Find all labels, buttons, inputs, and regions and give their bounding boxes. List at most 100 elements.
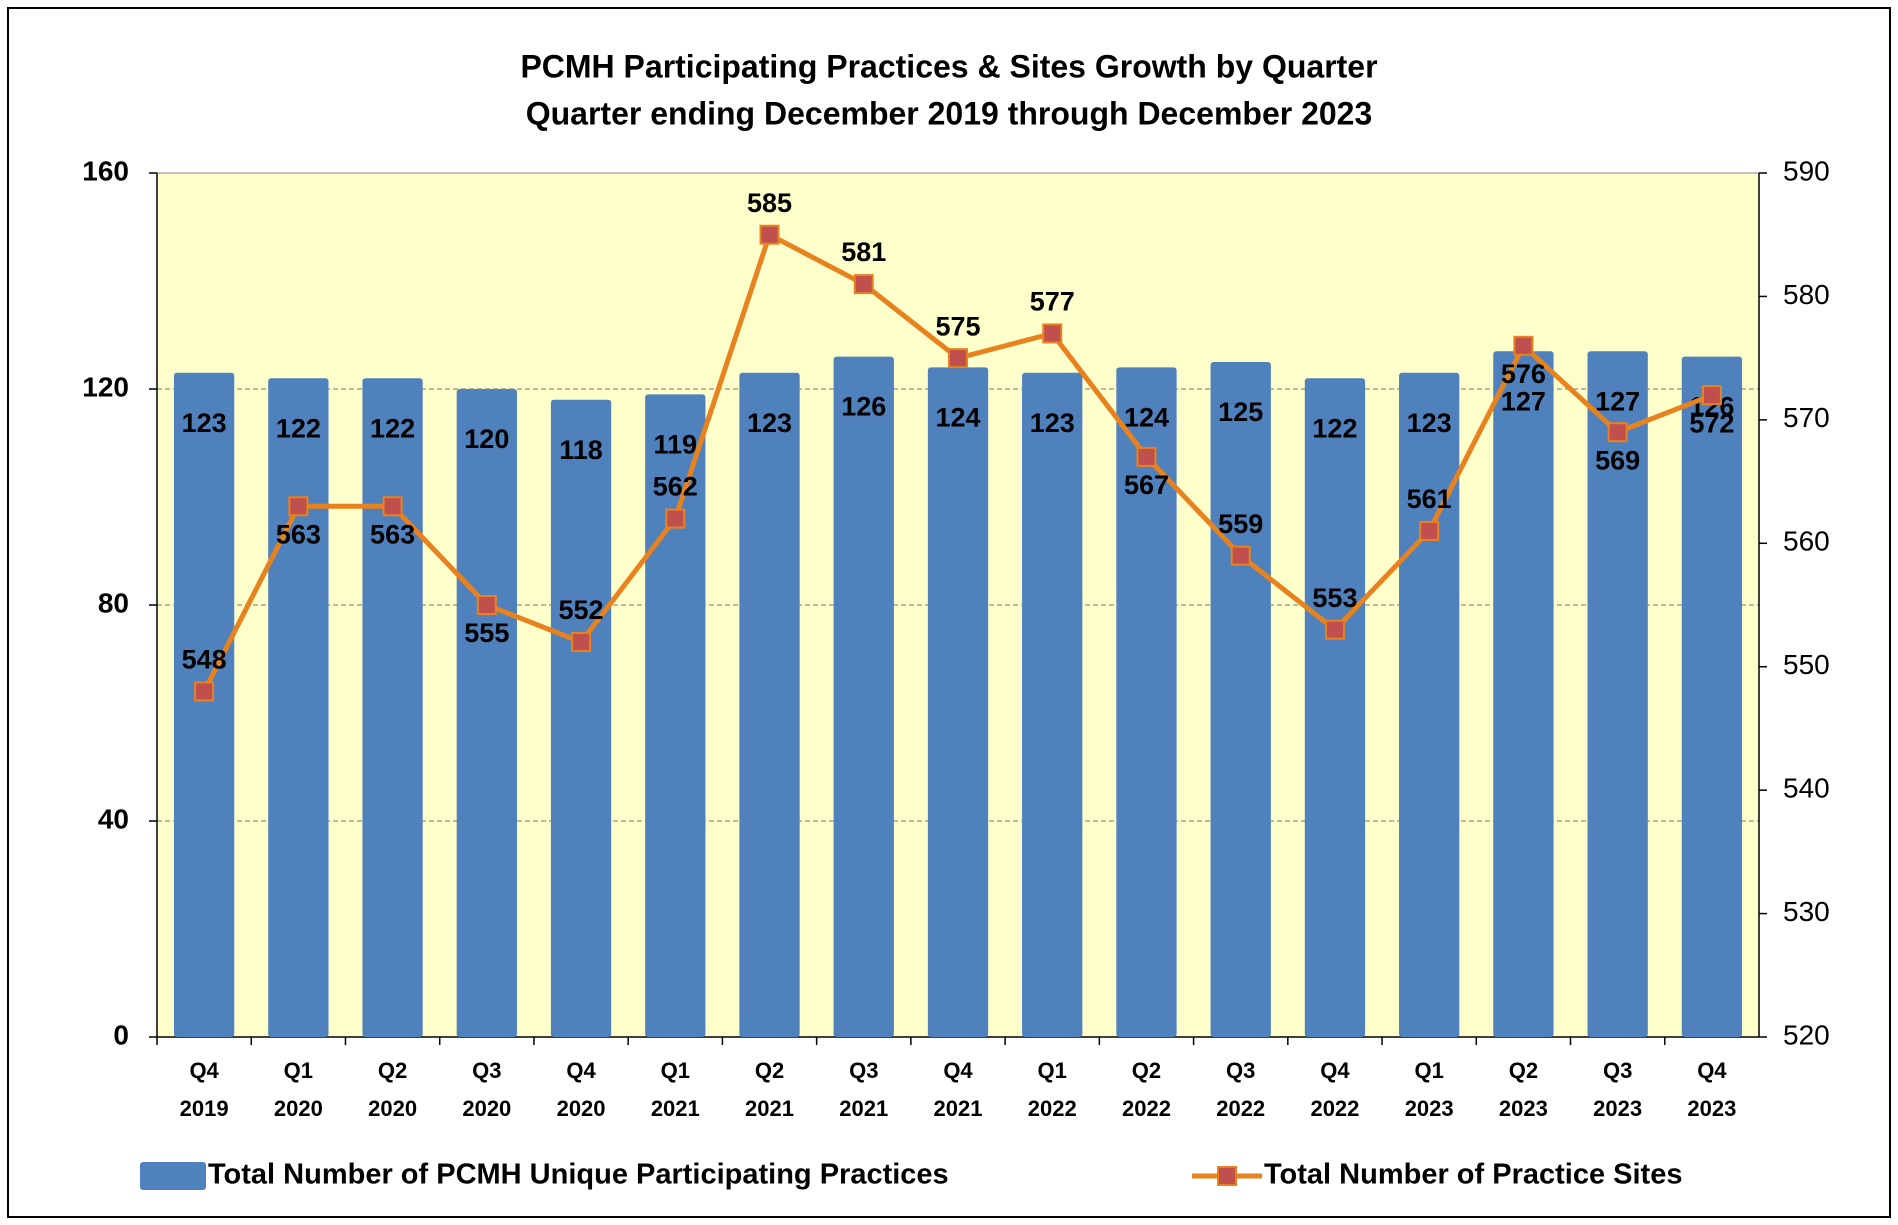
y2-tick-label: 590 — [1783, 155, 1830, 186]
bar — [1399, 372, 1460, 1037]
x-tick-label: Q1 2023 — [1405, 1058, 1454, 1121]
bar — [1304, 378, 1366, 1037]
bar — [645, 394, 706, 1037]
bar-value-label: 120 — [464, 424, 509, 454]
x-tick-label: Q4 2023 — [1687, 1058, 1736, 1121]
line-marker — [1136, 446, 1157, 467]
line-value-label: 561 — [1407, 484, 1452, 514]
line-value-label: 572 — [1689, 408, 1734, 438]
bar — [1210, 362, 1271, 1037]
x-tick-label: Q4 2019 — [180, 1058, 229, 1121]
line-marker — [1701, 385, 1722, 406]
y-tick-label: 80 — [98, 587, 129, 618]
line-value-label: 563 — [276, 519, 321, 549]
x-tick-label: Q1 2022 — [1028, 1058, 1077, 1121]
line-marker — [382, 496, 403, 517]
bar — [833, 356, 894, 1038]
line-value-label: 576 — [1501, 359, 1546, 389]
x-tick-label: Q3 2022 — [1216, 1058, 1265, 1121]
bar-value-label: 127 — [1595, 386, 1640, 416]
bar — [1587, 351, 1648, 1037]
line-value-label: 548 — [182, 645, 227, 675]
x-tick-label: Q3 2020 — [462, 1058, 511, 1121]
chart-title: PCMH Participating Practices & Sites Gro… — [520, 48, 1377, 84]
line-marker — [194, 681, 215, 702]
legend-label: Total Number of Practice Sites — [1264, 1159, 1682, 1191]
bar — [1022, 372, 1083, 1037]
line-value-label: 559 — [1218, 509, 1263, 539]
bar — [456, 389, 517, 1037]
y-tick-label: 120 — [82, 371, 129, 402]
x-tick-label: Q2 2020 — [368, 1058, 417, 1121]
line-value-label: 552 — [559, 595, 604, 625]
line-marker — [571, 632, 592, 653]
x-tick-label: Q3 2021 — [839, 1058, 888, 1121]
y2-tick-label: 580 — [1783, 279, 1830, 310]
bar — [927, 367, 989, 1037]
line-marker — [948, 348, 968, 369]
bar-value-label: 118 — [559, 435, 603, 465]
x-tick-label: Q4 2022 — [1310, 1058, 1359, 1121]
chart-subtitle: Quarter ending December 2019 through Dec… — [526, 95, 1373, 131]
y2-tick-label: 520 — [1783, 1019, 1830, 1050]
bar-value-label: 123 — [747, 408, 792, 438]
line-marker — [853, 274, 874, 295]
x-tick-label: Q2 2023 — [1499, 1058, 1548, 1121]
line-value-label: 555 — [464, 618, 509, 648]
bar-value-label: 126 — [841, 392, 886, 422]
bar — [173, 372, 235, 1037]
y2-tick-label: 530 — [1783, 896, 1830, 927]
x-tick-label: Q3 2023 — [1593, 1058, 1642, 1121]
bar — [362, 378, 423, 1037]
bar — [1116, 367, 1177, 1037]
y2-tick-label: 570 — [1783, 402, 1830, 433]
x-tick-label: Q4 2020 — [557, 1058, 606, 1121]
bar-value-label: 122 — [370, 413, 415, 443]
line-value-label: 553 — [1312, 583, 1357, 613]
bar-value-label: 123 — [1407, 408, 1452, 438]
bar-value-label: 122 — [1312, 413, 1357, 443]
x-tick-label: Q1 2020 — [274, 1058, 323, 1121]
y2-tick-label: 560 — [1783, 526, 1830, 557]
y-tick-label: 160 — [82, 155, 129, 186]
line-value-label: 563 — [370, 519, 415, 549]
bar — [739, 372, 800, 1037]
line-value-label: 575 — [935, 311, 980, 341]
bar-value-label: 124 — [935, 403, 980, 433]
line-value-label: 562 — [653, 472, 698, 502]
line-value-label: 577 — [1030, 287, 1075, 317]
line-marker — [476, 595, 497, 615]
line-value-label: 569 — [1595, 445, 1640, 475]
line-marker — [1324, 619, 1345, 640]
line-value-label: 581 — [841, 237, 886, 267]
bar — [1681, 356, 1743, 1038]
line-value-label: 585 — [747, 188, 792, 218]
bar — [1493, 351, 1554, 1037]
bar-value-label: 127 — [1501, 386, 1546, 416]
line-marker — [1419, 520, 1440, 541]
line-marker — [665, 508, 686, 529]
y-tick-label: 40 — [98, 803, 129, 834]
bar-value-label: 123 — [1030, 408, 1075, 438]
line-marker — [288, 496, 309, 517]
y2-tick-label: 540 — [1783, 773, 1830, 804]
line-marker — [1513, 335, 1534, 356]
legend-label: Total Number of PCMH Unique Participatin… — [208, 1159, 949, 1191]
bar — [268, 378, 329, 1037]
legend-swatch — [1217, 1166, 1237, 1186]
y-tick-label: 0 — [113, 1019, 129, 1050]
x-tick-label: Q2 2022 — [1122, 1058, 1171, 1121]
line-marker — [1042, 323, 1063, 344]
x-tick-label: Q2 2021 — [745, 1058, 794, 1121]
bar — [550, 399, 612, 1037]
bar-value-label: 122 — [276, 413, 321, 443]
line-marker — [759, 224, 780, 245]
x-tick-label: Q1 2021 — [651, 1058, 700, 1121]
line-marker — [1230, 545, 1251, 566]
bar-value-label: 119 — [654, 430, 698, 460]
legend-swatch — [140, 1162, 206, 1190]
bar-value-label: 123 — [182, 408, 227, 438]
x-tick-label: Q4 2021 — [934, 1058, 983, 1121]
line-marker — [1607, 422, 1628, 443]
